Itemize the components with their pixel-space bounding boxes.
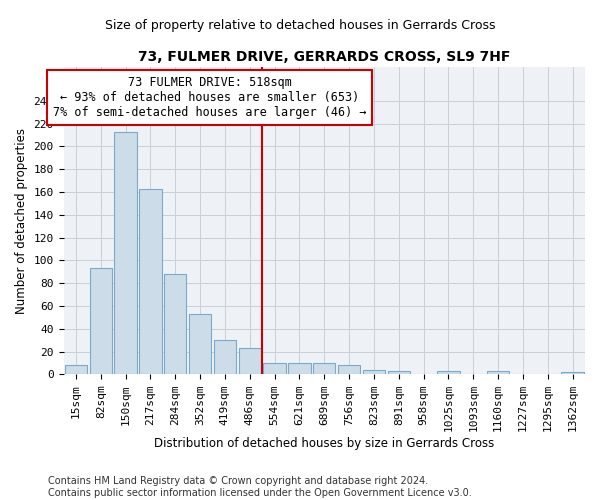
Bar: [562, 372, 584, 374]
Bar: [164, 274, 187, 374]
Bar: [363, 370, 385, 374]
Text: Size of property relative to detached houses in Gerrards Cross: Size of property relative to detached ho…: [105, 20, 495, 32]
Y-axis label: Number of detached properties: Number of detached properties: [15, 128, 28, 314]
Bar: [437, 371, 460, 374]
Bar: [65, 366, 87, 374]
Bar: [214, 340, 236, 374]
Bar: [388, 371, 410, 374]
X-axis label: Distribution of detached houses by size in Gerrards Cross: Distribution of detached houses by size …: [154, 437, 494, 450]
Text: 73 FULMER DRIVE: 518sqm
← 93% of detached houses are smaller (653)
7% of semi-de: 73 FULMER DRIVE: 518sqm ← 93% of detache…: [53, 76, 366, 119]
Bar: [487, 371, 509, 374]
Bar: [338, 366, 360, 374]
Bar: [189, 314, 211, 374]
Bar: [115, 132, 137, 374]
Bar: [139, 188, 161, 374]
Bar: [263, 363, 286, 374]
Text: Contains HM Land Registry data © Crown copyright and database right 2024.
Contai: Contains HM Land Registry data © Crown c…: [48, 476, 472, 498]
Title: 73, FULMER DRIVE, GERRARDS CROSS, SL9 7HF: 73, FULMER DRIVE, GERRARDS CROSS, SL9 7H…: [138, 50, 511, 64]
Bar: [239, 348, 261, 374]
Bar: [288, 363, 311, 374]
Bar: [313, 363, 335, 374]
Bar: [89, 268, 112, 374]
